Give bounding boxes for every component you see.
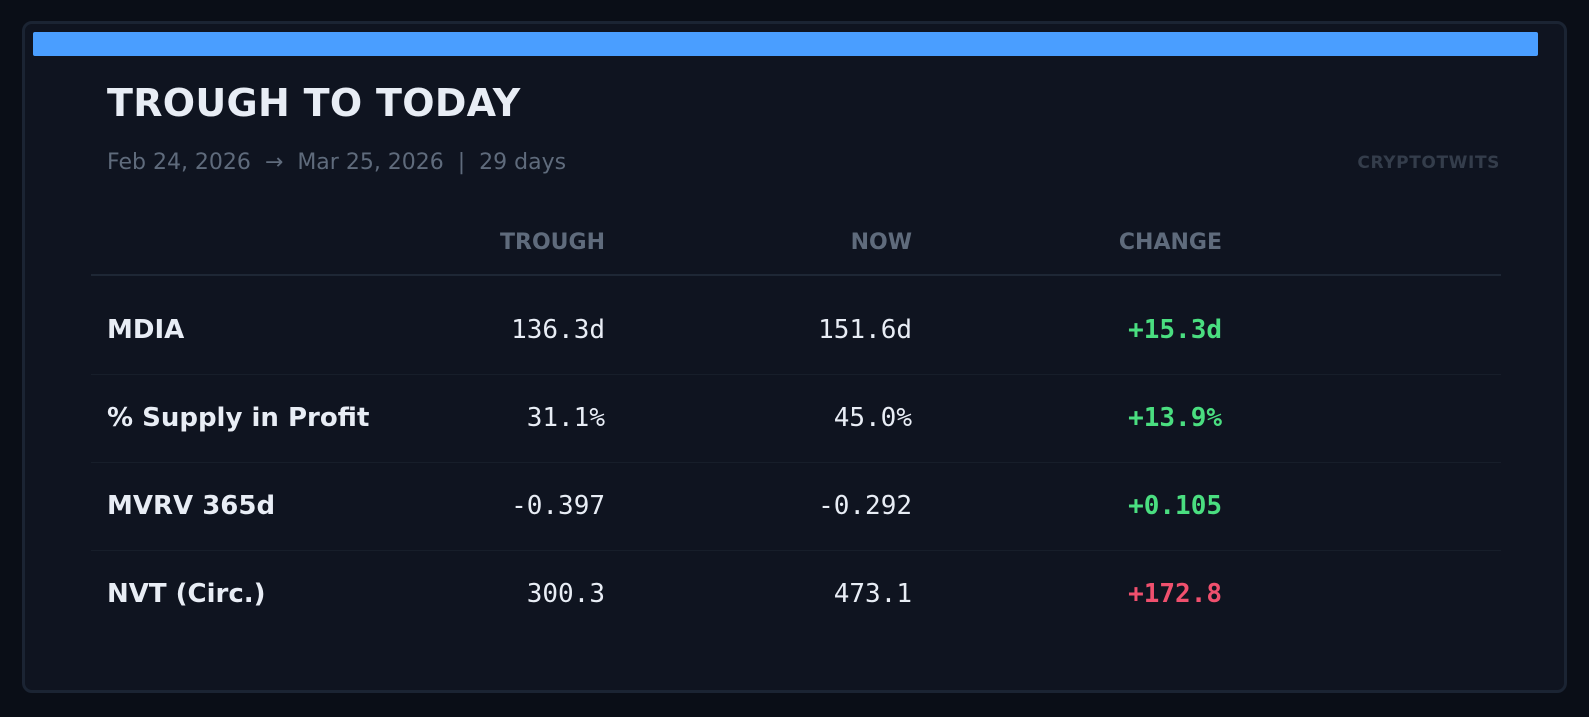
brand-watermark: CRYPTOTWITS	[1357, 153, 1500, 173]
metric-label: MDIA	[107, 315, 185, 345]
column-header-trough: TROUGH	[500, 230, 605, 255]
trough-value: 300.3	[526, 579, 605, 609]
table-row-mdia: MDIA 136.3d 151.6d +15.3d	[91, 286, 1501, 375]
accent-bar	[33, 32, 1538, 56]
now-value: 151.6d	[818, 315, 912, 345]
metric-label: NVT (Circ.)	[107, 579, 266, 609]
trough-value: -0.397	[511, 491, 605, 521]
table-row-mvrv-365d: MVRV 365d -0.397 -0.292 +0.105	[91, 462, 1501, 551]
date-range-subtitle: Feb 24, 2026 → Mar 25, 2026 | 29 days	[107, 150, 567, 175]
table-row-nvt-circ: NVT (Circ.) 300.3 473.1 +172.8	[91, 550, 1501, 638]
change-value: +0.105	[1128, 491, 1222, 521]
trough-value: 31.1%	[526, 403, 605, 433]
column-header-change: CHANGE	[1118, 230, 1222, 255]
table-header: TROUGH NOW CHANGE	[91, 218, 1501, 276]
trough-value: 136.3d	[511, 315, 605, 345]
change-value: +15.3d	[1128, 315, 1222, 345]
page-title: TROUGH TO TODAY	[107, 81, 521, 125]
column-header-now: NOW	[850, 230, 912, 255]
now-value: 473.1	[833, 579, 912, 609]
metric-label: MVRV 365d	[107, 491, 276, 521]
now-value: -0.292	[818, 491, 912, 521]
change-value: +13.9%	[1128, 403, 1222, 433]
table-row-supply-in-profit: % Supply in Profit 31.1% 45.0% +13.9%	[91, 374, 1501, 463]
summary-card: TROUGH TO TODAY Feb 24, 2026 → Mar 25, 2…	[22, 21, 1567, 693]
change-value: +172.8	[1128, 579, 1222, 609]
now-value: 45.0%	[833, 403, 912, 433]
metric-label: % Supply in Profit	[107, 403, 370, 433]
